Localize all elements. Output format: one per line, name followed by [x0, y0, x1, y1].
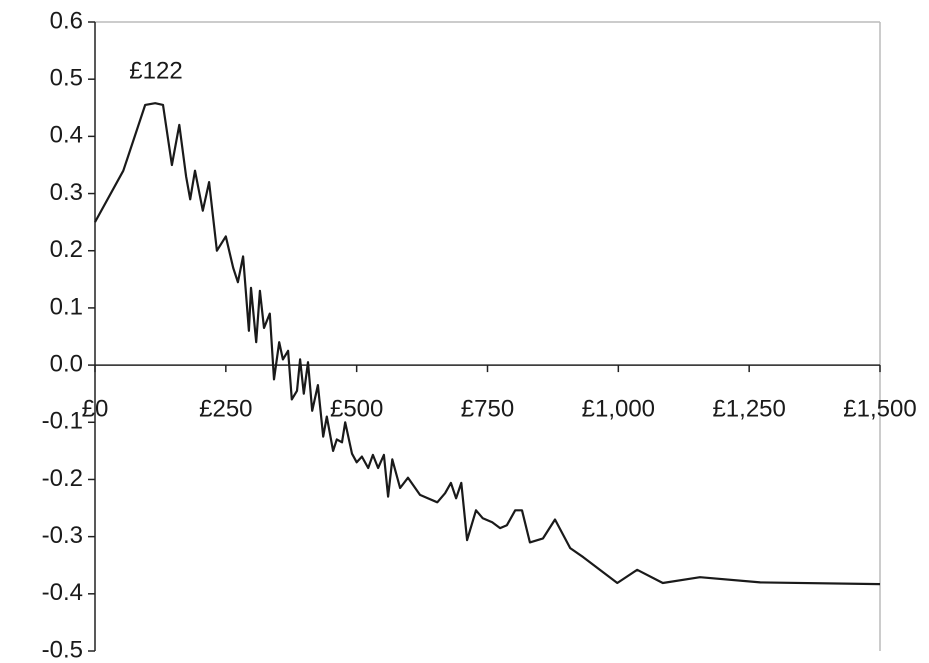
y-tick-label: -0.5 — [42, 636, 83, 663]
x-tick-label: £250 — [199, 395, 252, 422]
y-tick-label: 0.3 — [50, 179, 83, 206]
x-tick-label: £500 — [330, 395, 383, 422]
y-tick-label: 0.2 — [50, 236, 83, 263]
y-tick-label: 0.4 — [50, 122, 83, 149]
x-tick-label: £1,250 — [712, 395, 785, 422]
y-tick-label: -0.2 — [42, 465, 83, 492]
y-tick-label: -0.4 — [42, 579, 83, 606]
x-tick-label: £750 — [461, 395, 514, 422]
x-tick-label: £1,000 — [582, 395, 655, 422]
x-tick-label: £0 — [82, 395, 109, 422]
x-tick-label: £1,500 — [843, 395, 916, 422]
y-tick-label: 0.1 — [50, 293, 83, 320]
y-tick-label: -0.1 — [42, 408, 83, 435]
y-tick-label: 0.0 — [50, 350, 83, 377]
y-tick-label: -0.3 — [42, 522, 83, 549]
data-line — [94, 102, 881, 586]
annotation: £122 — [129, 57, 182, 84]
y-tick-label: 0.6 — [50, 7, 83, 34]
y-tick-label: 0.5 — [50, 65, 83, 92]
